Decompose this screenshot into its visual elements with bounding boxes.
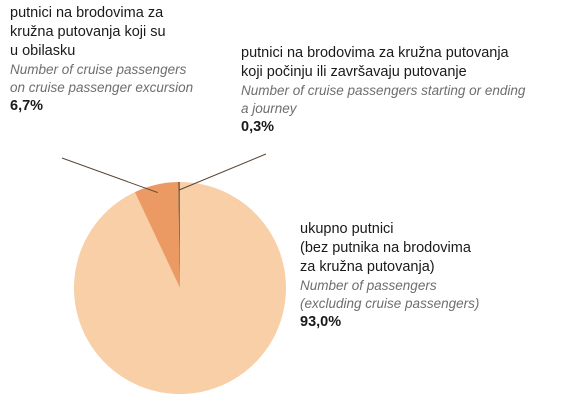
pie-slices (73, 182, 286, 395)
leader-line-cruise-starting-ending (178, 153, 267, 191)
label-cruise-starting-ending-hr: putnici na brodovima za kružna putovanja… (241, 45, 509, 80)
label-total-passengers: ukupno putnici (bez putnika na brodovima… (300, 220, 560, 332)
label-cruise-excursion-hr: putnici na brodovima za kružna putovanja… (10, 5, 166, 59)
label-cruise-starting-ending-value: 0,3% (241, 119, 275, 135)
pie-slice-cruise-starting-ending (178, 182, 180, 288)
label-cruise-excursion-en: Number of cruise passengers on cruise pa… (10, 62, 194, 95)
pie-slice-total-passengers (73, 182, 286, 395)
label-total-passengers-hr: ukupno putnici (bez putnika na brodovima… (300, 221, 471, 275)
label-total-passengers-en: Number of passengers (excluding cruise p… (300, 278, 480, 311)
label-cruise-starting-ending-en: Number of cruise passengers starting or … (241, 83, 526, 116)
leader-line-cruise-excursion (61, 157, 158, 194)
label-cruise-starting-ending: putnici na brodovima za kružna putovanja… (241, 44, 566, 137)
label-total-passengers-value: 93,0% (300, 314, 342, 330)
leader-lines (61, 153, 267, 194)
label-cruise-excursion-value: 6,7% (10, 98, 44, 114)
pie-slice-cruise-excursion (134, 182, 180, 288)
label-cruise-excursion: putnici na brodovima za kružna putovanja… (10, 4, 235, 116)
